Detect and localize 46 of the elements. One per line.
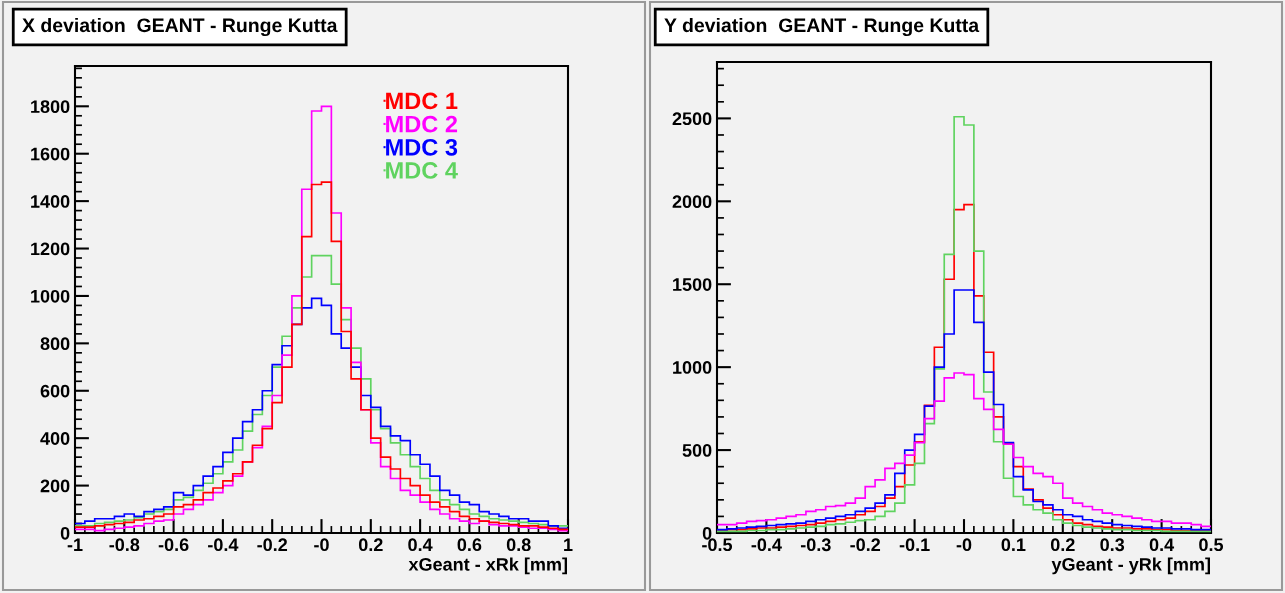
legend-label: MDC 1: [386, 92, 458, 110]
x-tick-label: 0.2: [1050, 538, 1075, 552]
y-tick-label: 2500: [672, 112, 712, 126]
x-tick-label: -0.4: [751, 538, 782, 552]
x-tick-label: 0.5: [1199, 538, 1224, 552]
y-tick-label: 2000: [672, 195, 712, 209]
x-tick-label: -0.8: [109, 538, 140, 552]
x-tick-label: -0.2: [257, 538, 288, 552]
y-tick-label: 1500: [673, 278, 712, 291]
y-tick-label: 800: [40, 337, 70, 351]
legend-label: MDC 2: [386, 115, 458, 133]
x-tick-label: 0.6: [457, 538, 482, 552]
y-tick-label: 1600: [31, 147, 70, 161]
chart-title: X deviation GEANT - Runge Kutta: [22, 17, 338, 37]
x-tick-label: 0.4: [1149, 538, 1175, 552]
x-tick-label: -0.4: [208, 538, 239, 552]
x-tick-label: 0.8: [506, 538, 531, 552]
y-tick-label: 400: [40, 432, 70, 445]
x-axis-title: xGeant - xRk [mm]: [408, 557, 567, 575]
y-tick-label: 1000: [673, 361, 712, 374]
x-tick-label: 0.4: [408, 538, 433, 552]
y-tick-label: 200: [40, 479, 70, 493]
x-axis-title: yGeant - yRk [mm]: [1051, 557, 1210, 575]
y-tick-label: 1200: [31, 242, 70, 256]
y-tick-label: 1000: [31, 289, 70, 303]
legend-label: MDC 4: [386, 162, 458, 179]
x-tick-label: -0.2: [850, 538, 881, 552]
x-tick-label: 0.1: [1001, 538, 1026, 552]
y-tick-label: 1400: [31, 195, 70, 208]
y-tick-label: 500: [682, 444, 712, 457]
x-tick-label: -0.1: [899, 538, 930, 552]
x-tick-label: 1: [564, 538, 573, 551]
x-tick-label: 0.3: [1100, 538, 1125, 552]
legend-label: MDC 3: [386, 138, 458, 156]
x-tick-label: -0: [956, 538, 972, 552]
x-tick-label: -0.6: [158, 538, 189, 552]
y-tick-label: 0: [702, 526, 712, 540]
x-tick-label: 0.2: [358, 538, 383, 552]
chart-title: Y deviation GEANT - Runge Kutta: [664, 17, 980, 37]
x-tick-label: -0: [314, 538, 329, 552]
x-tick-label: -0.3: [800, 538, 831, 552]
y-tick-label: 0: [60, 526, 70, 540]
x-tick-label: -0.5: [702, 538, 733, 552]
y-tick-label: 600: [40, 384, 70, 398]
y-tick-label: 1800: [31, 100, 70, 114]
x-tick-label: -1: [67, 538, 83, 551]
